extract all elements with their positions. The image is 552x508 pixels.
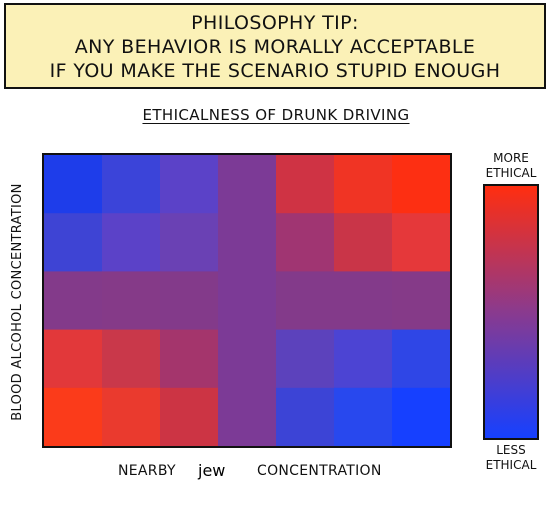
heatmap-cell-r3-c4 [276, 329, 335, 389]
tip-line-3: IF YOU MAKE THE SCENARIO STUPID ENOUGH [49, 60, 501, 82]
x-axis-label-suffix: CONCENTRATION [257, 463, 382, 479]
heatmap-border [42, 153, 452, 448]
y-axis-label: BLOOD ALCOHOL CONCENTRATION [10, 183, 25, 421]
color-scale-bar [483, 184, 539, 440]
philosophy-tip-box: PHILOSOPHY TIP: ANY BEHAVIOR IS MORALLY … [4, 3, 546, 89]
heatmap-cell-r2-c2 [160, 271, 219, 331]
heatmap-cell-r3-c0 [44, 329, 103, 389]
heatmap-cell-r3-c5 [334, 329, 393, 389]
heatmap-cell-r4-c3 [218, 387, 277, 447]
heatmap-cell-r1-c1 [102, 213, 161, 272]
x-axis-label-handwritten: jew [198, 461, 226, 480]
heatmap-cell-r4-c6 [392, 387, 451, 447]
heatmap-cell-r2-c0 [44, 271, 103, 331]
heatmap-cell-r2-c6 [392, 271, 451, 331]
heatmap-cell-r1-c5 [334, 213, 393, 272]
heatmap-cell-r0-c2 [160, 155, 219, 214]
chart-title-container: ETHICALNESS OF DRUNK DRIVING [0, 106, 552, 124]
chart-title: ETHICALNESS OF DRUNK DRIVING [142, 106, 410, 124]
heatmap-cell-r2-c3 [218, 271, 277, 331]
scale-high-label: MORE ETHICAL [485, 151, 537, 180]
heatmap-cell-r0-c1 [102, 155, 161, 214]
heatmap [42, 153, 452, 448]
heatmap-cell-r1-c0 [44, 213, 103, 272]
heatmap-cell-r2-c1 [102, 271, 161, 331]
heatmap-cell-r3-c6 [392, 329, 451, 389]
heatmap-cell-r4-c2 [160, 387, 219, 447]
heatmap-cell-r3-c1 [102, 329, 161, 389]
heatmap-cell-r1-c3 [218, 213, 277, 272]
heatmap-cell-r0-c5 [334, 155, 393, 214]
tip-heading: PHILOSOPHY TIP: [191, 12, 359, 34]
heatmap-cell-r0-c3 [218, 155, 277, 214]
x-axis-label-prefix: NEARBY [118, 463, 176, 479]
heatmap-cell-r1-c2 [160, 213, 219, 272]
tip-line-2: ANY BEHAVIOR IS MORALLY ACCEPTABLE [74, 36, 476, 58]
heatmap-cell-r3-c3 [218, 329, 277, 389]
heatmap-cell-r1-c6 [392, 213, 451, 272]
heatmap-cell-r3-c2 [160, 329, 219, 389]
heatmap-cell-r0-c4 [276, 155, 335, 214]
heatmap-cell-r4-c0 [44, 387, 103, 447]
scale-low-label: LESS ETHICAL [485, 443, 537, 472]
heatmap-cell-r4-c1 [102, 387, 161, 447]
heatmap-cell-r0-c0 [44, 155, 103, 214]
heatmap-cell-r4-c4 [276, 387, 335, 447]
heatmap-cell-r2-c4 [276, 271, 335, 331]
heatmap-cell-r1-c4 [276, 213, 335, 272]
heatmap-cell-r2-c5 [334, 271, 393, 331]
heatmap-cell-r0-c6 [392, 155, 451, 214]
heatmap-cell-r4-c5 [334, 387, 393, 447]
heatmap-svg [42, 153, 452, 448]
